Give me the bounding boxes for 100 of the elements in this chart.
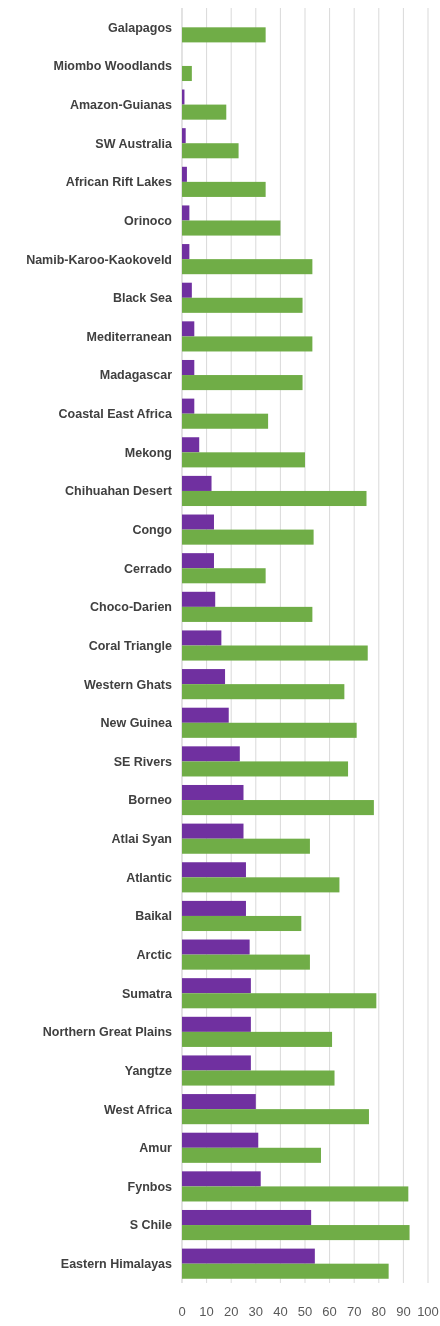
bar [182,359,195,376]
bar [182,1248,315,1264]
y-tick-label: Black Sea [112,291,174,306]
bar [182,1225,410,1241]
x-tick-label: 30 [248,1304,264,1319]
x-tick-label: 100 [417,1304,439,1319]
bar [182,27,266,43]
y-tick-label: Amazon-Guianas [69,97,173,112]
bar [182,220,281,236]
y-tick-label: Western Ghats [84,677,173,692]
bar [182,862,246,878]
x-tick-label: 40 [273,1304,288,1319]
bar [182,568,266,584]
bar [182,413,269,429]
y-tick-label: Congo [132,522,173,537]
y-tick-label: Galapagos [108,20,173,35]
bar [182,65,192,82]
bar [182,978,251,994]
bar [182,900,246,916]
y-tick-label: African Rift Lakes [65,175,173,190]
bar [182,244,190,260]
bar [182,1171,261,1187]
y-tick-label: West Africa [103,1102,174,1117]
y-tick-label: Yangtze [124,1063,173,1078]
bar [182,1209,312,1226]
y-tick-label: Borneo [128,793,173,808]
bar [182,475,212,491]
y-tick-label: Amur [139,1141,173,1156]
y-tick-label: Atlai Syan [111,832,172,847]
y-tick-label: Sumatra [121,986,174,1001]
bar [182,259,313,275]
bar [182,1070,335,1086]
bar [182,915,302,932]
bar [182,321,195,337]
y-tick-label: Coastal East Africa [58,407,174,422]
bar [182,1055,251,1071]
y-tick-label: Arctic [136,947,173,962]
y-tick-label: Mediterranean [86,329,172,344]
x-tick-label: 80 [371,1304,387,1319]
bar [182,1132,259,1148]
bar [182,1016,251,1032]
bar [182,375,303,391]
bar [182,1186,409,1202]
x-tick-label: 60 [322,1304,337,1319]
y-tick-label: S Chile [129,1218,173,1233]
y-tick-label: SW Australia [95,136,174,151]
y-tick-label: Choco-Darien [90,600,172,615]
y-tick-label: Mekong [124,445,172,460]
bar [182,1031,333,1047]
bar [182,336,313,352]
bar [182,761,349,777]
bar [182,1147,321,1163]
x-tick-label: 70 [346,1304,362,1319]
bar [182,128,186,144]
bar [182,282,192,298]
bar [182,104,227,120]
y-tick-label: New Guinea [100,716,174,731]
y-tick-label: Eastern Himalayas [60,1257,173,1272]
bar [182,452,305,468]
bar [182,166,187,182]
bar [182,684,345,700]
y-tick-label: SE Rivers [113,754,173,769]
y-tick-label: Fynbos [127,1179,173,1194]
bar [182,529,314,545]
bar [182,784,244,801]
bar [182,877,340,893]
bar [182,1094,256,1110]
bar [182,1109,369,1125]
bar [182,553,214,569]
y-tick-label: Atlantic [126,870,173,885]
bar [182,490,367,507]
bar [182,514,214,530]
bar [182,205,190,221]
bar [182,143,239,159]
bar [182,939,250,955]
bar [182,606,313,622]
y-tick-label: Baikal [135,909,172,924]
y-tick-label: Cerrado [124,561,173,576]
bar [182,722,357,738]
x-tick-label: 90 [396,1304,411,1319]
bar [182,707,229,723]
bar [182,630,222,646]
y-tick-label: Namib-Karoo-Kaokoveld [26,252,172,267]
bar [182,591,216,607]
y-tick-label: Northern Great Plains [42,1025,173,1040]
y-tick-label: Coral Triangle [88,638,173,653]
y-tick-label: Miombo Woodlands [53,59,173,74]
bar [182,181,266,197]
bar [182,297,303,313]
y-tick-label: Orinoco [124,213,173,228]
bar [182,800,374,816]
bar [182,838,310,854]
x-tick-label: 0 [178,1304,186,1319]
y-tick-label: Madagascar [99,368,173,383]
bar [182,645,368,661]
bar [182,746,240,762]
bar [182,993,377,1009]
bar [182,954,310,970]
x-tick-label: 10 [199,1304,214,1319]
bar [182,823,244,839]
